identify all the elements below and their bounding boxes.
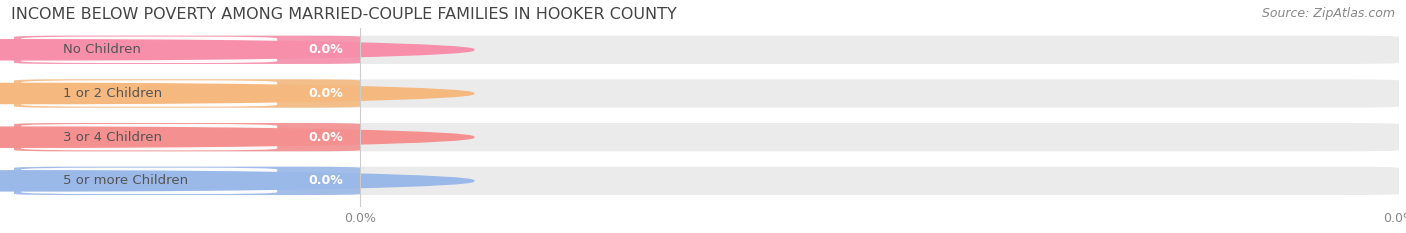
FancyBboxPatch shape — [14, 36, 1399, 64]
Circle shape — [0, 171, 474, 191]
FancyBboxPatch shape — [14, 123, 1399, 151]
FancyBboxPatch shape — [21, 37, 277, 63]
Circle shape — [0, 40, 474, 60]
Text: 0.0%: 0.0% — [308, 131, 343, 144]
Text: Source: ZipAtlas.com: Source: ZipAtlas.com — [1261, 7, 1395, 20]
Text: 0.0%: 0.0% — [308, 43, 343, 56]
Circle shape — [0, 83, 474, 103]
Text: 5 or more Children: 5 or more Children — [62, 174, 187, 187]
FancyBboxPatch shape — [14, 167, 360, 195]
Text: 0.0%: 0.0% — [344, 212, 377, 225]
Circle shape — [0, 127, 474, 147]
FancyBboxPatch shape — [14, 167, 1399, 195]
FancyBboxPatch shape — [14, 123, 360, 151]
FancyBboxPatch shape — [14, 79, 360, 108]
Text: 1 or 2 Children: 1 or 2 Children — [62, 87, 162, 100]
FancyBboxPatch shape — [21, 124, 277, 150]
FancyBboxPatch shape — [14, 36, 360, 64]
Text: 0.0%: 0.0% — [308, 87, 343, 100]
Text: No Children: No Children — [62, 43, 141, 56]
Text: INCOME BELOW POVERTY AMONG MARRIED-COUPLE FAMILIES IN HOOKER COUNTY: INCOME BELOW POVERTY AMONG MARRIED-COUPL… — [11, 7, 678, 22]
Text: 0.0%: 0.0% — [308, 174, 343, 187]
FancyBboxPatch shape — [14, 79, 1399, 108]
Text: 3 or 4 Children: 3 or 4 Children — [62, 131, 162, 144]
FancyBboxPatch shape — [21, 80, 277, 107]
Text: 0.0%: 0.0% — [1384, 212, 1406, 225]
FancyBboxPatch shape — [21, 168, 277, 194]
